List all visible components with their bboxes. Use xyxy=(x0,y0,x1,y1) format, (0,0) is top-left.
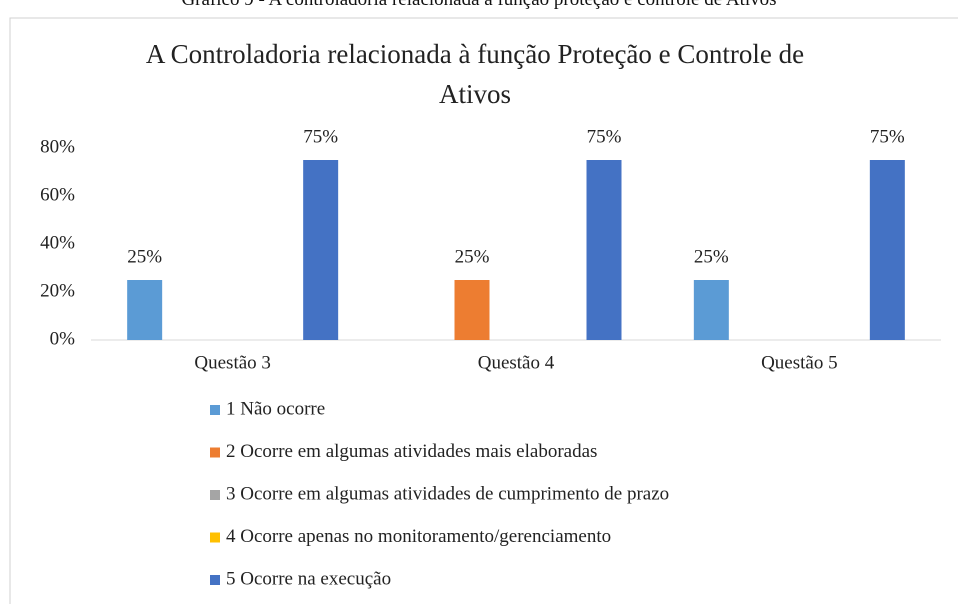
bar xyxy=(869,160,905,340)
y-tick-label: 80% xyxy=(40,136,75,157)
legend-label: 1 Não ocorre xyxy=(226,398,325,419)
legend-swatch xyxy=(210,447,220,458)
legend-label: 3 Ocorre em algumas atividades de cumpri… xyxy=(226,483,669,504)
legend-swatch xyxy=(210,532,220,543)
data-label: 25% xyxy=(455,246,490,267)
data-label: 75% xyxy=(587,126,622,147)
data-label: 25% xyxy=(694,246,729,267)
x-tick-label: Questão 3 xyxy=(194,352,271,373)
bar xyxy=(303,160,339,340)
y-tick-label: 0% xyxy=(50,328,76,349)
chart-title: A Controladoria relacionada à função Pro… xyxy=(145,39,805,109)
x-tick-label: Questão 4 xyxy=(478,352,555,373)
legend-label: 2 Ocorre em algumas atividades mais elab… xyxy=(226,441,597,462)
x-tick-label: Questão 5 xyxy=(761,352,838,373)
data-label: 75% xyxy=(870,126,905,147)
legend-swatch xyxy=(210,575,220,585)
data-label: 25% xyxy=(127,246,162,267)
bar xyxy=(586,160,622,340)
y-tick-label: 20% xyxy=(40,280,75,301)
legend-swatch xyxy=(210,490,220,500)
y-tick-label: 60% xyxy=(40,184,75,205)
legend-label: 4 Ocorre apenas no monitoramento/gerenci… xyxy=(226,526,611,547)
y-tick-label: 40% xyxy=(40,232,75,253)
data-label: 75% xyxy=(303,126,338,147)
bar xyxy=(693,280,729,340)
legend-label: 5 Ocorre na execução xyxy=(226,568,391,589)
bar xyxy=(127,280,163,340)
legend-swatch xyxy=(210,405,220,415)
caption: Gráfico 9 - A controladoria relacionada … xyxy=(0,0,958,11)
bar xyxy=(454,280,490,340)
